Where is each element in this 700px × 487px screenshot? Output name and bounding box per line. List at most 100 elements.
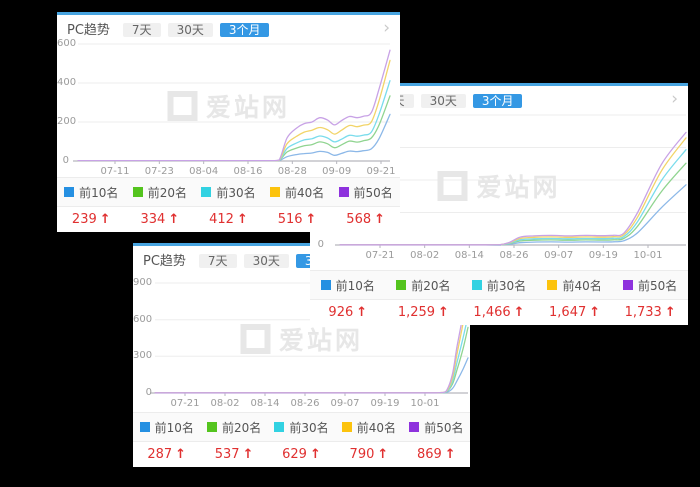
legend-label: 前40名 [284, 185, 325, 200]
up-arrow-icon: ↑ [305, 212, 317, 227]
legend-item-top50[interactable]: 前50名 [403, 419, 470, 436]
x-axis-label: 08-02 [410, 250, 440, 261]
rank-count: 1,466 [473, 305, 511, 320]
y-axis-label: 0 [317, 239, 324, 250]
x-axis-label: 10-01 [633, 250, 663, 261]
rank-count: 568 [346, 212, 372, 227]
x-axis-label: 08-14 [250, 398, 280, 409]
tab-7-days[interactable]: 7天 [122, 22, 161, 37]
aizhan-watermark: 爱站网 [166, 88, 291, 124]
legend-swatch-icon [132, 187, 143, 197]
legend-item-top10[interactable]: 前10名 [57, 184, 126, 201]
x-axis-label: 09-07 [544, 250, 574, 261]
up-arrow-icon: ↑ [438, 305, 449, 320]
card-accent-border [310, 83, 688, 86]
legend-item-top20[interactable]: 前20名 [386, 277, 462, 294]
tab-7-days[interactable]: 7天 [198, 253, 237, 268]
legend-item-top30[interactable]: 前30名 [268, 419, 335, 436]
legend-label: 前10名 [335, 278, 375, 293]
card-title: PC趋势 [67, 23, 110, 38]
chevron-right-icon[interactable]: › [383, 18, 390, 38]
legend-label: 前40名 [562, 278, 602, 293]
legend-item-top40[interactable]: 前40名 [537, 277, 613, 294]
legend-swatch-icon [274, 422, 285, 432]
legend-swatch-icon [409, 422, 420, 432]
rank-count: 1,259 [397, 305, 436, 320]
value-item-top20: 1,259 ↑ [386, 305, 462, 320]
x-axis-label: 08-04 [189, 166, 219, 177]
value-item-top20: 334 ↑ [126, 212, 195, 227]
tab-30-days[interactable]: 30天 [243, 253, 289, 268]
value-item-top50: 869 ↑ [403, 447, 470, 462]
tab-30-days[interactable]: 30天 [420, 93, 466, 108]
legend-row: 前10名 前20名 前30名 前40名 前50名 [57, 177, 400, 207]
legend-label: 前30名 [289, 420, 329, 435]
rank-count: 629 [282, 447, 307, 462]
x-axis-label: 08-28 [277, 166, 307, 177]
legend-item-top30[interactable]: 前30名 [194, 184, 263, 201]
value-item-top40: 790 ↑ [335, 447, 402, 462]
y-axis-label: 200 [57, 116, 77, 127]
watermark-text: 爱站网 [205, 93, 291, 122]
value-item-top10: 239 ↑ [57, 212, 126, 227]
rank-count: 926 [328, 305, 354, 320]
y-axis-label: 900 [133, 277, 153, 288]
rank-count: 1,647 [549, 305, 587, 320]
value-item-top20: 537 ↑ [200, 447, 267, 462]
period-tabs: 7天 30天 3个月 [116, 19, 270, 39]
legend-row: 前10名 前20名 前30名 前40名 前50名 [133, 412, 470, 442]
value-item-top10: 287 ↑ [133, 447, 200, 462]
up-arrow-icon: ↑ [236, 212, 248, 227]
x-axis-label: 08-26 [499, 250, 529, 261]
rank-count: 516 [277, 212, 303, 227]
x-axis-label: 09-07 [330, 398, 360, 409]
up-arrow-icon: ↑ [99, 212, 111, 227]
legend-item-top50[interactable]: 前50名 [331, 184, 400, 201]
legend-swatch-icon [547, 280, 558, 290]
watermark-text: 爱站网 [278, 326, 364, 355]
value-item-top30: 629 ↑ [268, 447, 335, 462]
x-axis-label: 07-21 [170, 398, 200, 409]
legend-item-top50[interactable]: 前50名 [612, 277, 688, 294]
rank-count: 412 [209, 212, 234, 227]
card-accent-border [133, 243, 470, 246]
x-axis-label: 09-21 [366, 166, 396, 177]
legend-swatch-icon [139, 422, 150, 432]
legend-item-top10[interactable]: 前10名 [133, 419, 200, 436]
tab-3-months[interactable]: 3个月 [472, 93, 523, 108]
legend-swatch-icon [396, 280, 407, 290]
rank-count: 239 [71, 212, 97, 227]
legend-item-top30[interactable]: 前30名 [461, 277, 537, 294]
rank-count: 334 [140, 212, 166, 227]
values-row: 926 ↑ 1,259 ↑ 1,466 ↑ 1,647 ↑ 1,733 ↑ [310, 300, 688, 325]
up-arrow-icon: ↑ [175, 447, 187, 462]
legend-item-top40[interactable]: 前40名 [263, 184, 332, 201]
y-axis-label: 600 [133, 313, 153, 325]
legend-label: 前20名 [221, 420, 262, 435]
x-axis-label: 08-26 [290, 398, 320, 409]
legend-label: 前50名 [424, 420, 464, 435]
value-item-top30: 412 ↑ [194, 212, 263, 227]
legend-item-top10[interactable]: 前10名 [310, 277, 386, 294]
tab-30-days[interactable]: 30天 [167, 22, 213, 37]
up-arrow-icon: ↑ [444, 447, 456, 462]
chart-zone: 爱站网 07-11 07-23 08-04 08-16 08-28 09-09 09-21 0… [57, 12, 400, 232]
tab-3-months[interactable]: 3个月 [219, 22, 270, 37]
up-arrow-icon: ↑ [242, 447, 254, 462]
up-arrow-icon: ↑ [374, 212, 386, 227]
legend-item-top40[interactable]: 前40名 [335, 419, 402, 436]
value-item-top10: 926 ↑ [310, 305, 386, 320]
legend-item-top20[interactable]: 前20名 [200, 419, 267, 436]
chevron-right-icon[interactable]: › [671, 89, 678, 109]
x-axis-label: 08-14 [454, 250, 484, 261]
legend-swatch-icon [341, 422, 352, 432]
value-item-top50: 568 ↑ [331, 212, 400, 227]
legend-item-top20[interactable]: 前20名 [126, 184, 195, 201]
rank-count: 790 [349, 447, 375, 462]
legend-label: 前50名 [353, 185, 393, 200]
legend-swatch-icon [64, 187, 75, 197]
y-axis-label: 0 [62, 155, 69, 166]
y-axis-label: 0 [145, 387, 152, 398]
aizhan-watermark: 爱站网 [239, 321, 364, 357]
legend-label: 前10名 [79, 185, 119, 200]
